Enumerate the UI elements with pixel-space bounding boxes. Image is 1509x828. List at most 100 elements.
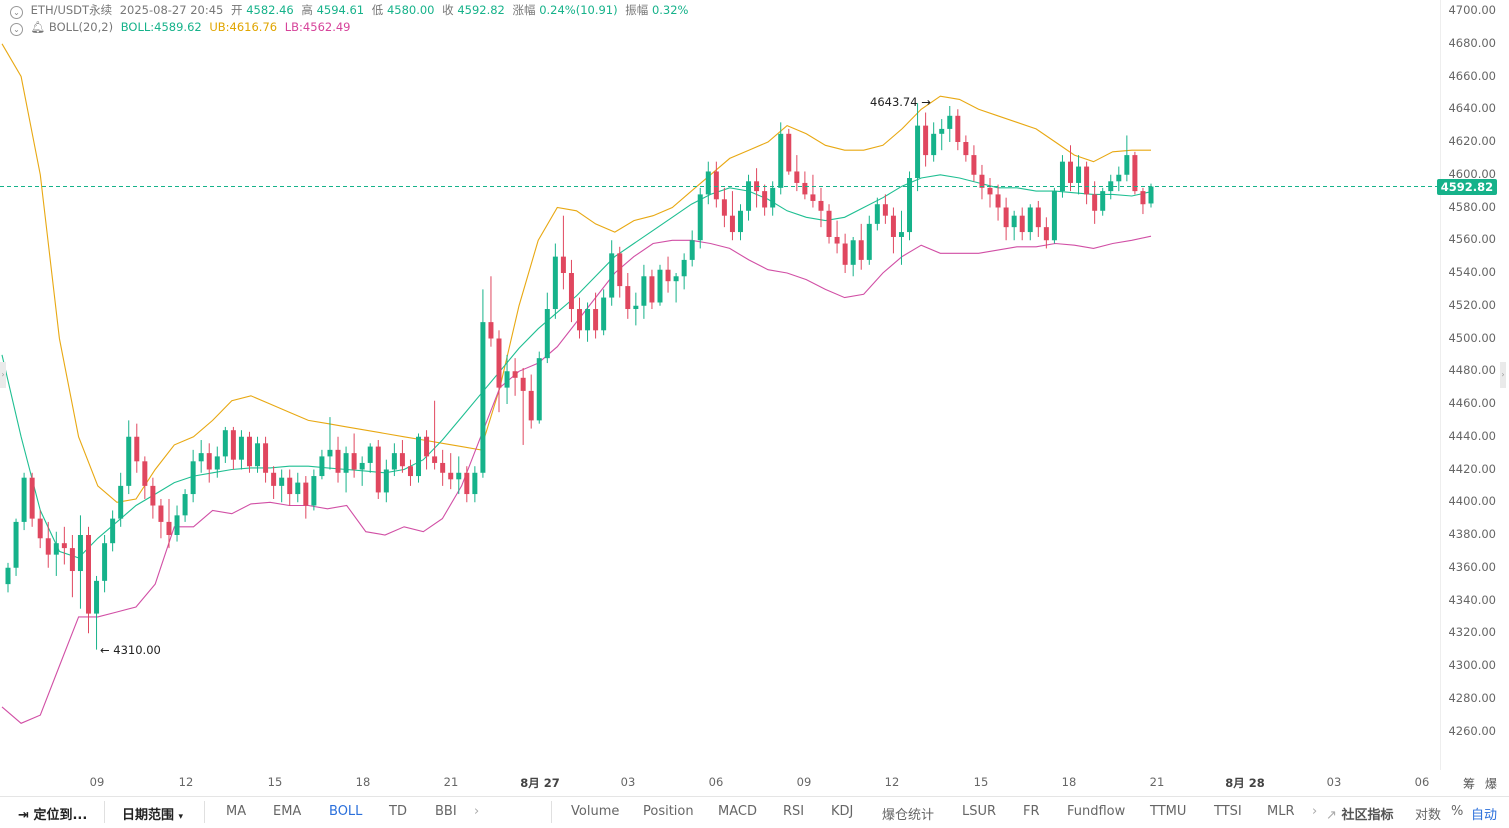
price-tick-label: 4660.00 — [1448, 68, 1496, 83]
candle — [971, 145, 977, 182]
candle — [850, 236, 856, 277]
sub-fr[interactable]: FR — [1023, 804, 1040, 819]
chart-area[interactable]: 4643.74 → ← 4310.00 — [0, 0, 1440, 795]
time-tick-label: 18 — [355, 775, 371, 789]
price-tick-label: 4280.00 — [1448, 690, 1496, 705]
price-tick-label: 4540.00 — [1448, 265, 1496, 279]
right-collapse-handle[interactable]: › — [1500, 362, 1506, 388]
liquidation-toggle[interactable]: 爆 — [1485, 777, 1498, 791]
candle — [729, 191, 735, 241]
candlestick-chart[interactable] — [0, 0, 1440, 795]
price-tick-label: 4260.00 — [1448, 723, 1496, 738]
price-tick-label: 4340.00 — [1448, 592, 1496, 607]
candle — [568, 259, 574, 323]
log-scale-toggle[interactable]: 对数 — [1415, 808, 1442, 823]
indicator-boll[interactable]: BOLL — [329, 804, 363, 819]
candle — [1100, 187, 1106, 216]
candle — [351, 433, 357, 478]
candle — [987, 178, 993, 208]
left-collapse-handle[interactable]: › — [0, 362, 6, 388]
candle — [391, 443, 397, 477]
indicator-bbi[interactable]: BBI — [435, 804, 457, 819]
time-tick-label: 09 — [89, 775, 105, 789]
sub-macd[interactable]: MACD — [718, 804, 757, 819]
candle — [1084, 161, 1090, 205]
sub-ttsi[interactable]: TTSI — [1214, 804, 1242, 819]
chip-distribution-toggle[interactable]: 筹 — [1463, 777, 1476, 791]
chevron-right-icon[interactable]: › — [1312, 804, 1318, 819]
indicator-td[interactable]: TD — [389, 804, 407, 819]
ohlc-legend: ⌄ ETH/USDT永续 2025-08-27 20:45 开 4582.46 … — [10, 2, 692, 19]
candle — [1019, 207, 1025, 241]
collapse-toggle-icon[interactable]: ⌄ — [10, 6, 23, 19]
candle — [1059, 155, 1065, 198]
high-value: 4594.61 — [316, 3, 365, 17]
candle — [5, 562, 11, 593]
price-tick-label: 4500.00 — [1448, 330, 1496, 345]
candle — [456, 456, 462, 495]
boll-ub-line — [1, 43, 1151, 503]
candle — [802, 171, 808, 200]
sub-fundflow[interactable]: Fundflow — [1067, 804, 1126, 819]
candle — [882, 194, 888, 224]
candle — [778, 122, 784, 195]
bell-icon[interactable]: 🔔︎ — [30, 20, 46, 34]
auto-scale-toggle[interactable]: 自动 — [1471, 808, 1498, 823]
candle — [577, 297, 582, 339]
chevron-right-icon[interactable]: › — [474, 804, 480, 819]
boll-mid-value: BOLL:4589.62 — [120, 20, 202, 34]
percent-scale-toggle[interactable]: % — [1451, 804, 1464, 819]
candle — [1011, 210, 1017, 241]
candle — [520, 367, 526, 445]
locate-button[interactable]: ⇥ 定位到... — [18, 808, 88, 823]
candle — [335, 436, 341, 483]
candle — [367, 443, 373, 473]
candle — [1051, 187, 1057, 244]
candle — [1108, 174, 1114, 200]
candle — [61, 526, 67, 565]
indicator-ema[interactable]: EMA — [273, 804, 302, 819]
sub-position[interactable]: Position — [643, 804, 694, 819]
sub-rsi[interactable]: RSI — [783, 804, 805, 819]
low-value: 4580.00 — [386, 3, 435, 17]
candle — [69, 535, 75, 598]
chevron-down-icon: ▾ — [178, 812, 184, 822]
time-axis[interactable]: 09 12 15 18 21 8月 27 03 06 09 12 15 18 21 8月 28 03 06 筹… — [0, 770, 1509, 794]
sub-volume[interactable]: Volume — [571, 804, 620, 819]
time-tick-label: 09 — [796, 775, 812, 789]
candle — [1003, 197, 1009, 241]
external-link-icon: ↗ — [1326, 808, 1337, 823]
indicator-ma[interactable]: MA — [226, 804, 247, 819]
candle — [536, 351, 542, 424]
amplitude-value: 0.32% — [651, 3, 689, 17]
sub-kdj[interactable]: KDJ — [831, 804, 854, 819]
collapse-toggle-icon[interactable]: ⌄ — [10, 23, 23, 36]
candle — [544, 292, 550, 364]
candle — [931, 122, 937, 162]
candle — [150, 477, 156, 519]
candle — [617, 246, 623, 298]
candle — [673, 273, 679, 303]
change-value: 0.24%(10.91) — [539, 3, 618, 17]
candle — [29, 472, 35, 527]
date-range-button[interactable]: 日期范围 ▾ — [122, 808, 184, 823]
candle — [842, 233, 848, 273]
sub-lsur[interactable]: LSUR — [962, 804, 997, 819]
price-tick-label: 4400.00 — [1448, 494, 1496, 509]
candle — [834, 220, 840, 254]
candle — [255, 436, 261, 473]
change-label: 涨幅 — [512, 3, 536, 17]
community-indicators-button[interactable]: ↗ 社区指标 — [1326, 808, 1394, 823]
time-tick-label: 21 — [1149, 775, 1165, 789]
candle — [263, 436, 269, 483]
open-label: 开 — [231, 3, 243, 17]
low-label: 低 — [371, 3, 384, 17]
price-axis[interactable]: 4700.00 4680.00 4660.00 4640.00 4620.00 4600.… — [1440, 0, 1509, 770]
price-tick-label: 4560.00 — [1448, 232, 1496, 247]
sub-liquidation[interactable]: 爆仓统计 — [882, 808, 935, 823]
candle — [681, 253, 687, 290]
price-tick-label: 4440.00 — [1448, 428, 1496, 443]
candle — [697, 187, 703, 249]
sub-mlr[interactable]: MLR — [1267, 804, 1295, 819]
sub-ttmu[interactable]: TTMU — [1150, 804, 1187, 819]
